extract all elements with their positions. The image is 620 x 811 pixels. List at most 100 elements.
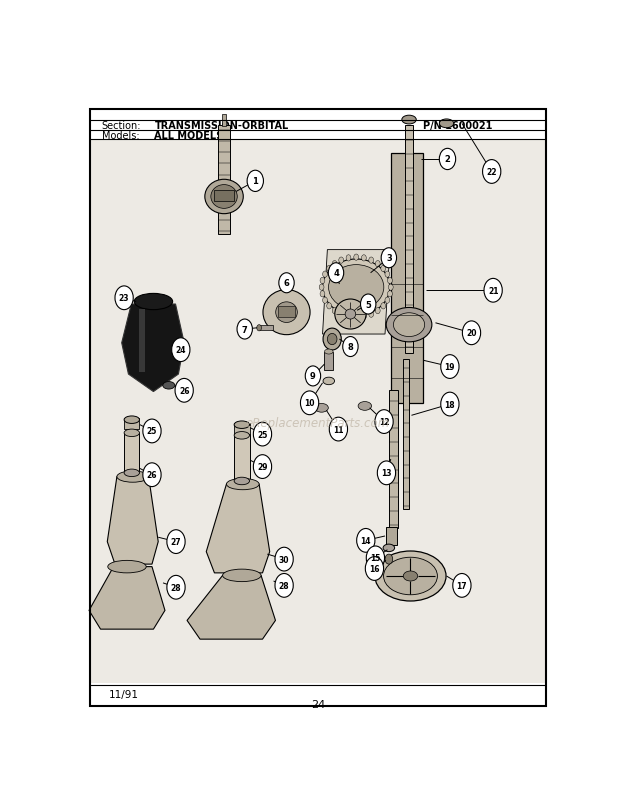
Text: 16: 16: [369, 564, 379, 573]
Text: 26: 26: [179, 386, 190, 395]
Ellipse shape: [323, 328, 341, 350]
Ellipse shape: [403, 571, 418, 581]
Text: 27: 27: [170, 538, 181, 547]
Circle shape: [375, 261, 380, 268]
Ellipse shape: [327, 334, 337, 345]
Circle shape: [356, 529, 375, 552]
Circle shape: [361, 255, 366, 262]
Ellipse shape: [108, 560, 146, 573]
Bar: [278, 307, 295, 318]
Circle shape: [441, 355, 459, 379]
Circle shape: [327, 266, 332, 272]
Bar: [91, 141, 544, 683]
Circle shape: [375, 308, 380, 315]
Circle shape: [301, 392, 319, 415]
Polygon shape: [322, 251, 390, 335]
Circle shape: [332, 308, 337, 315]
Circle shape: [172, 338, 190, 362]
Circle shape: [143, 463, 161, 487]
Text: 24: 24: [311, 699, 325, 710]
Text: 7: 7: [242, 325, 247, 334]
Text: ALL MODELS: ALL MODELS: [154, 131, 224, 140]
Polygon shape: [206, 484, 270, 573]
Text: 24: 24: [175, 345, 186, 354]
Circle shape: [369, 311, 374, 318]
Circle shape: [346, 314, 351, 320]
Text: eReplacementParts.com: eReplacementParts.com: [246, 417, 390, 430]
Bar: [139, 310, 144, 372]
Text: Models:: Models:: [102, 131, 139, 140]
Circle shape: [388, 285, 393, 291]
Text: 11/91: 11/91: [108, 689, 139, 699]
Bar: [218, 126, 230, 234]
Circle shape: [354, 255, 358, 261]
Ellipse shape: [117, 471, 149, 483]
Text: 28: 28: [279, 581, 290, 590]
Circle shape: [167, 576, 185, 599]
Circle shape: [279, 273, 294, 294]
Circle shape: [365, 557, 384, 581]
Circle shape: [388, 291, 392, 298]
Bar: [405, 126, 413, 354]
Circle shape: [257, 325, 262, 332]
Circle shape: [381, 303, 386, 310]
Text: 25: 25: [147, 427, 157, 436]
Text: 6: 6: [283, 279, 290, 288]
Circle shape: [385, 555, 392, 564]
Circle shape: [143, 419, 161, 444]
Text: 30: 30: [279, 555, 290, 564]
Circle shape: [275, 574, 293, 598]
Circle shape: [388, 278, 392, 284]
Bar: [234, 423, 249, 435]
Text: 12: 12: [379, 418, 389, 427]
Text: 5: 5: [365, 300, 371, 309]
Circle shape: [332, 261, 337, 268]
Circle shape: [175, 379, 193, 403]
Ellipse shape: [124, 430, 140, 437]
Circle shape: [247, 171, 264, 192]
Circle shape: [305, 367, 321, 387]
Text: 2: 2: [445, 155, 450, 165]
Ellipse shape: [329, 265, 384, 311]
Bar: [403, 359, 409, 509]
Circle shape: [327, 303, 332, 310]
Circle shape: [237, 320, 252, 340]
Circle shape: [440, 149, 456, 170]
Ellipse shape: [386, 308, 432, 342]
Circle shape: [369, 258, 374, 264]
Ellipse shape: [163, 382, 175, 389]
Text: 25: 25: [257, 430, 268, 439]
Ellipse shape: [440, 120, 454, 128]
Text: 1: 1: [252, 177, 258, 186]
Text: 26: 26: [147, 470, 157, 479]
Text: 29: 29: [257, 462, 268, 471]
Text: 20: 20: [466, 329, 477, 338]
Ellipse shape: [124, 416, 140, 424]
Ellipse shape: [124, 470, 140, 477]
Circle shape: [360, 294, 376, 315]
Bar: [215, 191, 234, 202]
Text: 28: 28: [170, 583, 181, 592]
Ellipse shape: [384, 557, 437, 595]
Ellipse shape: [383, 544, 395, 552]
Circle shape: [320, 291, 325, 298]
Text: 4: 4: [333, 269, 339, 278]
Circle shape: [441, 393, 459, 416]
Polygon shape: [89, 567, 165, 629]
Ellipse shape: [223, 569, 261, 582]
Ellipse shape: [234, 432, 249, 440]
Ellipse shape: [315, 404, 329, 413]
Circle shape: [115, 286, 133, 311]
Bar: [324, 352, 333, 371]
Bar: [124, 418, 140, 430]
Text: 14: 14: [361, 536, 371, 545]
Circle shape: [167, 530, 185, 554]
Ellipse shape: [324, 350, 333, 354]
Circle shape: [320, 278, 325, 284]
Text: 8: 8: [348, 342, 353, 352]
Polygon shape: [122, 305, 184, 392]
Text: P/N 1600021: P/N 1600021: [423, 121, 493, 131]
Circle shape: [482, 161, 501, 184]
Text: 17: 17: [456, 581, 467, 590]
Text: 9: 9: [310, 372, 316, 381]
